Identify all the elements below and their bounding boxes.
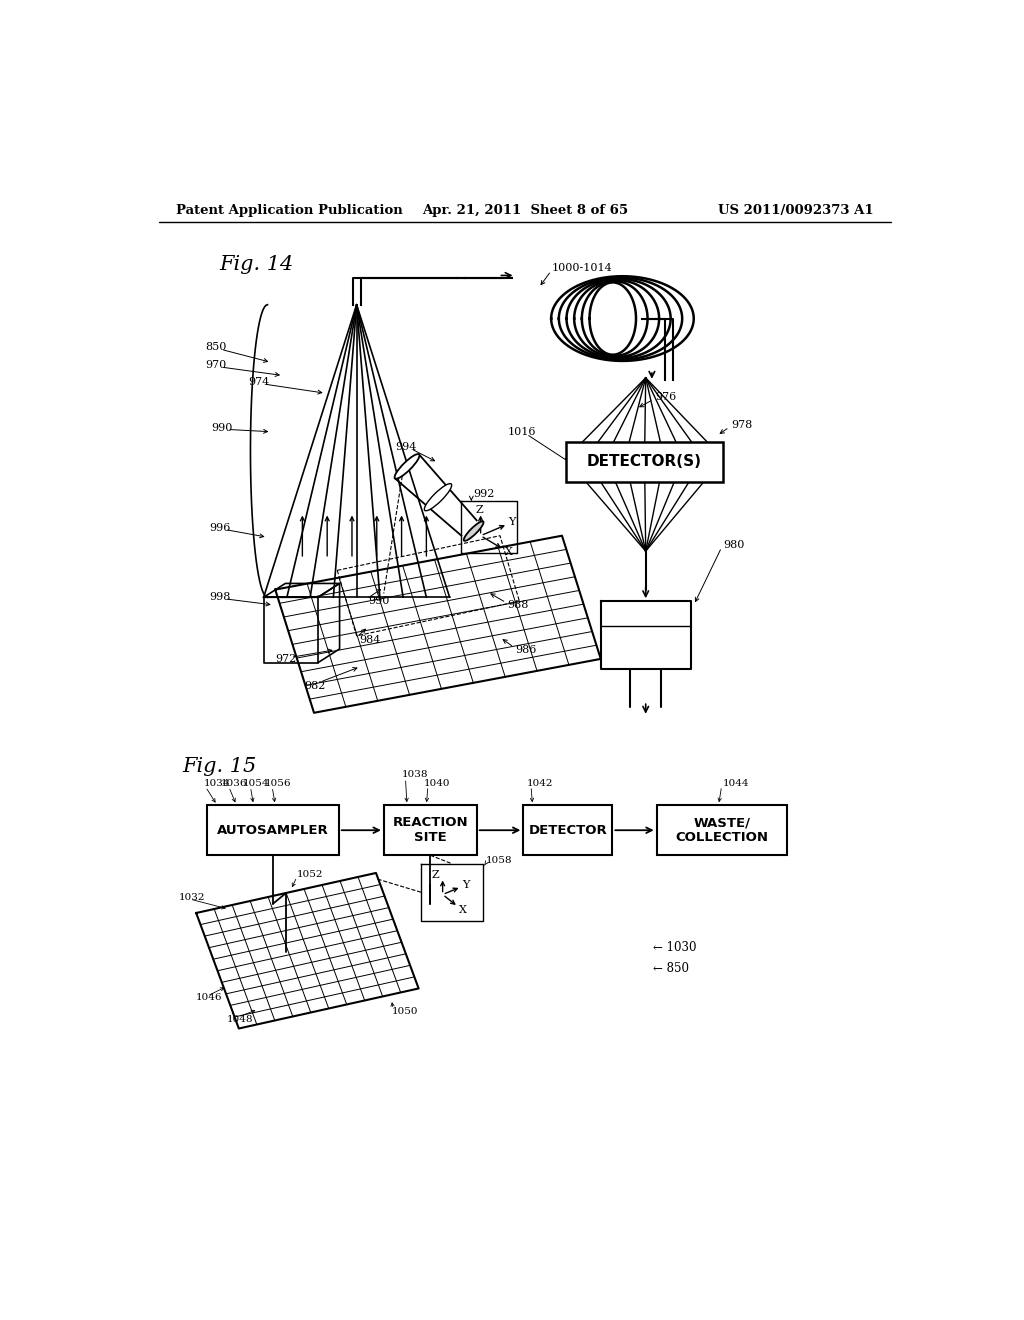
Text: 990: 990 [369,597,389,606]
Text: 1044: 1044 [723,779,750,788]
Text: Fig. 15: Fig. 15 [182,758,256,776]
Text: 1050: 1050 [391,1007,418,1016]
Text: DETECTOR: DETECTOR [528,824,607,837]
Text: 986: 986 [515,644,537,655]
FancyBboxPatch shape [523,805,612,855]
Text: 1046: 1046 [197,993,222,1002]
FancyBboxPatch shape [566,442,723,482]
Text: 988: 988 [508,601,529,610]
FancyBboxPatch shape [207,805,339,855]
Text: US 2011/0092373 A1: US 2011/0092373 A1 [718,205,873,218]
Text: 1032: 1032 [178,894,205,902]
Text: 1042: 1042 [527,779,554,788]
Text: 982: 982 [305,681,326,690]
Text: Y: Y [509,517,516,527]
Text: WASTE/: WASTE/ [693,816,751,829]
Text: 1036: 1036 [221,779,248,788]
Text: COLLECTION: COLLECTION [675,832,768,845]
Text: ← 1030: ← 1030 [653,941,697,954]
Text: 1056: 1056 [264,779,291,788]
Text: Z: Z [432,870,439,880]
Text: SITE: SITE [414,832,446,845]
Text: 1048: 1048 [227,1015,254,1024]
Text: Fig. 14: Fig. 14 [219,255,294,275]
Text: REACTION: REACTION [392,816,468,829]
Ellipse shape [394,454,420,479]
Ellipse shape [464,521,483,541]
Text: X: X [459,906,467,915]
Text: 1040: 1040 [424,779,451,788]
FancyBboxPatch shape [656,805,786,855]
Text: 1052: 1052 [297,870,324,879]
Text: 1054: 1054 [243,779,269,788]
Text: Y: Y [462,879,469,890]
Text: DETECTOR(S): DETECTOR(S) [587,454,702,470]
Text: 976: 976 [655,392,676,403]
Text: 990: 990 [212,422,233,433]
FancyBboxPatch shape [384,805,477,855]
Text: 972: 972 [275,653,297,664]
Text: X: X [505,546,513,557]
Ellipse shape [424,483,452,511]
Text: 974: 974 [248,376,269,387]
Text: 1058: 1058 [486,857,513,865]
Text: 1034: 1034 [204,779,230,788]
Text: Apr. 21, 2011  Sheet 8 of 65: Apr. 21, 2011 Sheet 8 of 65 [422,205,628,218]
Text: 998: 998 [209,593,230,602]
Text: ← 850: ← 850 [653,962,689,975]
Text: 980: 980 [723,540,744,550]
Text: 978: 978 [731,420,753,430]
Text: 994: 994 [395,442,417,453]
Text: 992: 992 [473,490,495,499]
Text: 984: 984 [359,635,380,644]
Text: 970: 970 [206,360,226,370]
Text: 850: 850 [206,342,227,352]
Text: 1038: 1038 [401,770,428,779]
Text: Z: Z [475,504,483,515]
Text: 996: 996 [209,523,230,533]
Text: AUTOSAMPLER: AUTOSAMPLER [217,824,329,837]
Text: 1000-1014: 1000-1014 [551,263,612,273]
Text: Patent Application Publication: Patent Application Publication [176,205,402,218]
Text: 1016: 1016 [508,426,537,437]
